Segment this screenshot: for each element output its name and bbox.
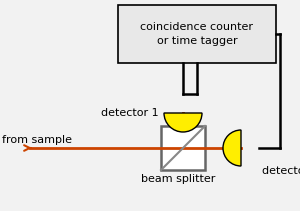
Text: beam splitter: beam splitter	[141, 174, 215, 184]
Text: detector 1: detector 1	[101, 108, 159, 118]
Text: detector 2: detector 2	[262, 166, 300, 176]
Wedge shape	[164, 113, 202, 132]
Bar	[161, 126, 205, 170]
Text: coincidence counter
or time tagger: coincidence counter or time tagger	[140, 22, 254, 46]
Bar	[118, 5, 276, 63]
Wedge shape	[223, 130, 241, 166]
Text: from sample: from sample	[2, 135, 72, 145]
